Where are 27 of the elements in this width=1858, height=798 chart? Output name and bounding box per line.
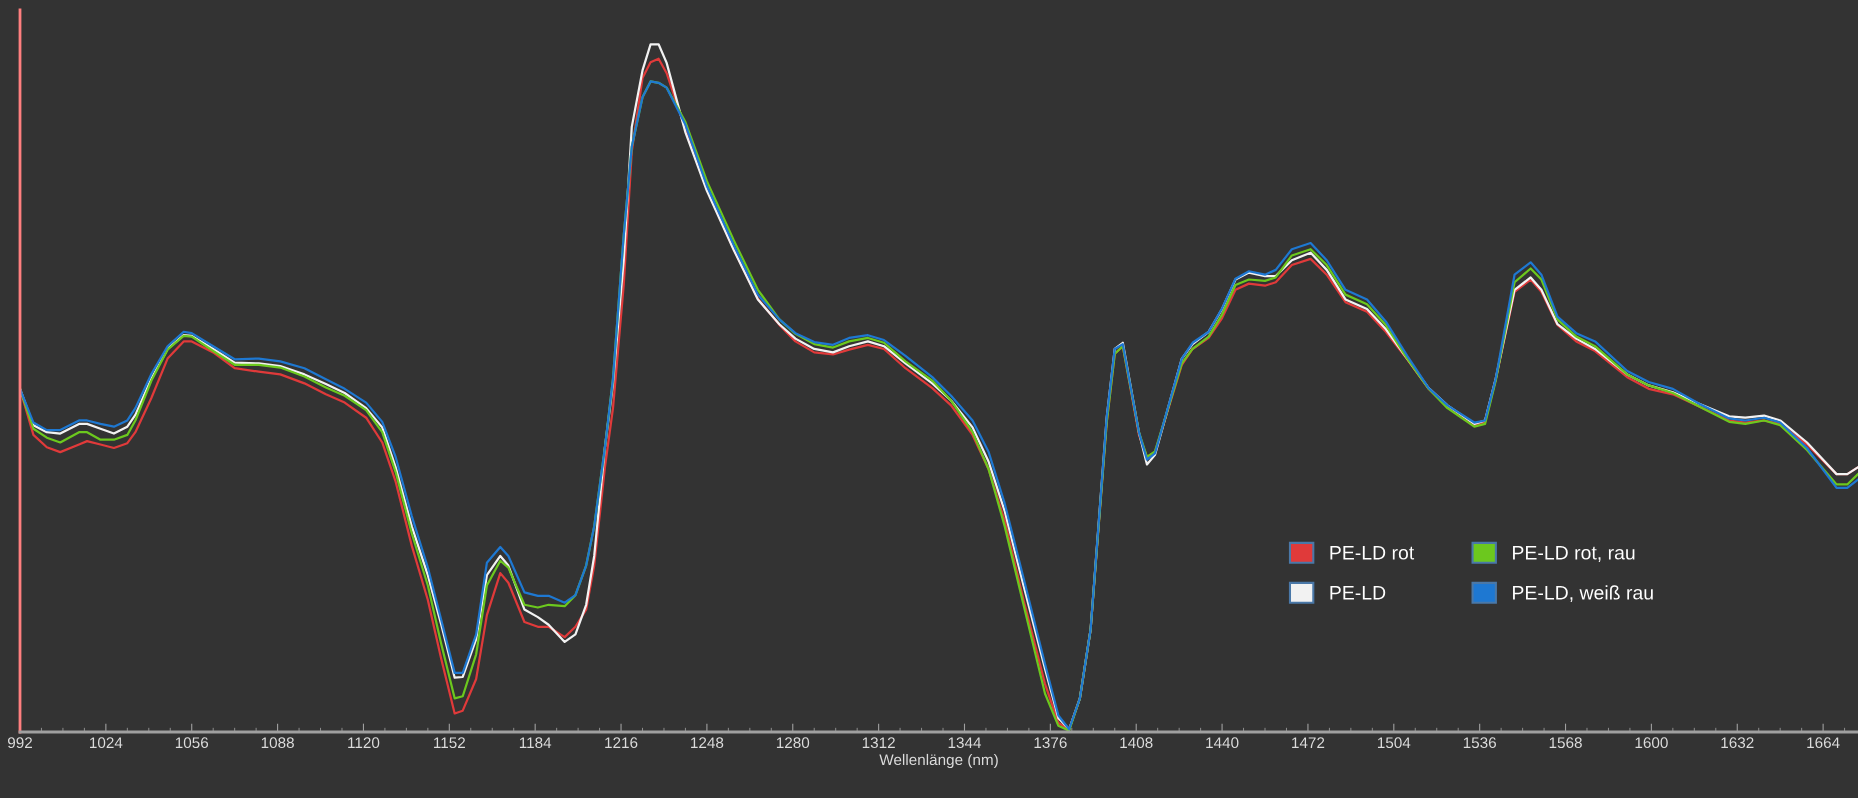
x-tick-label: 1280 <box>776 737 810 749</box>
x-tick-label: 1408 <box>1120 737 1153 749</box>
x-tick-label: 1344 <box>948 737 982 749</box>
x-tick-label: 1248 <box>691 737 724 749</box>
x-tick-label: 1312 <box>862 737 895 749</box>
legend-label: PE-LD <box>1330 586 1386 600</box>
x-tick-label: 1152 <box>434 737 465 749</box>
x-tick-label: 1088 <box>261 737 294 749</box>
x-tick-label: 1056 <box>175 737 209 749</box>
legend-label: PE-LD rot <box>1330 546 1415 560</box>
x-tick-label: 1216 <box>605 737 638 749</box>
x-tick-label: 1024 <box>90 737 123 749</box>
x-tick-label: 1120 <box>348 737 380 749</box>
x-tick-label: 1376 <box>1034 737 1067 749</box>
x-tick-label: 1184 <box>519 737 552 749</box>
x-tick-label: 1664 <box>1807 737 1840 749</box>
x-tick-label: 992 <box>7 737 32 749</box>
legend-label: PE-LD rot, rau <box>1513 546 1635 562</box>
x-tick-label: 1472 <box>1292 737 1325 748</box>
legend-label: PE-LD, weiß rau <box>1513 585 1653 602</box>
x-tick-label: 1440 <box>1206 737 1239 749</box>
x-tick-label: 1600 <box>1635 737 1668 749</box>
x-tick-label: 1632 <box>1721 737 1754 749</box>
x-tick-label: 1504 <box>1377 737 1411 749</box>
x-axis-title: Wellenlänge (nm) <box>879 753 998 769</box>
x-tick-label: 1568 <box>1549 737 1582 749</box>
x-tick-label: 1536 <box>1463 737 1496 749</box>
